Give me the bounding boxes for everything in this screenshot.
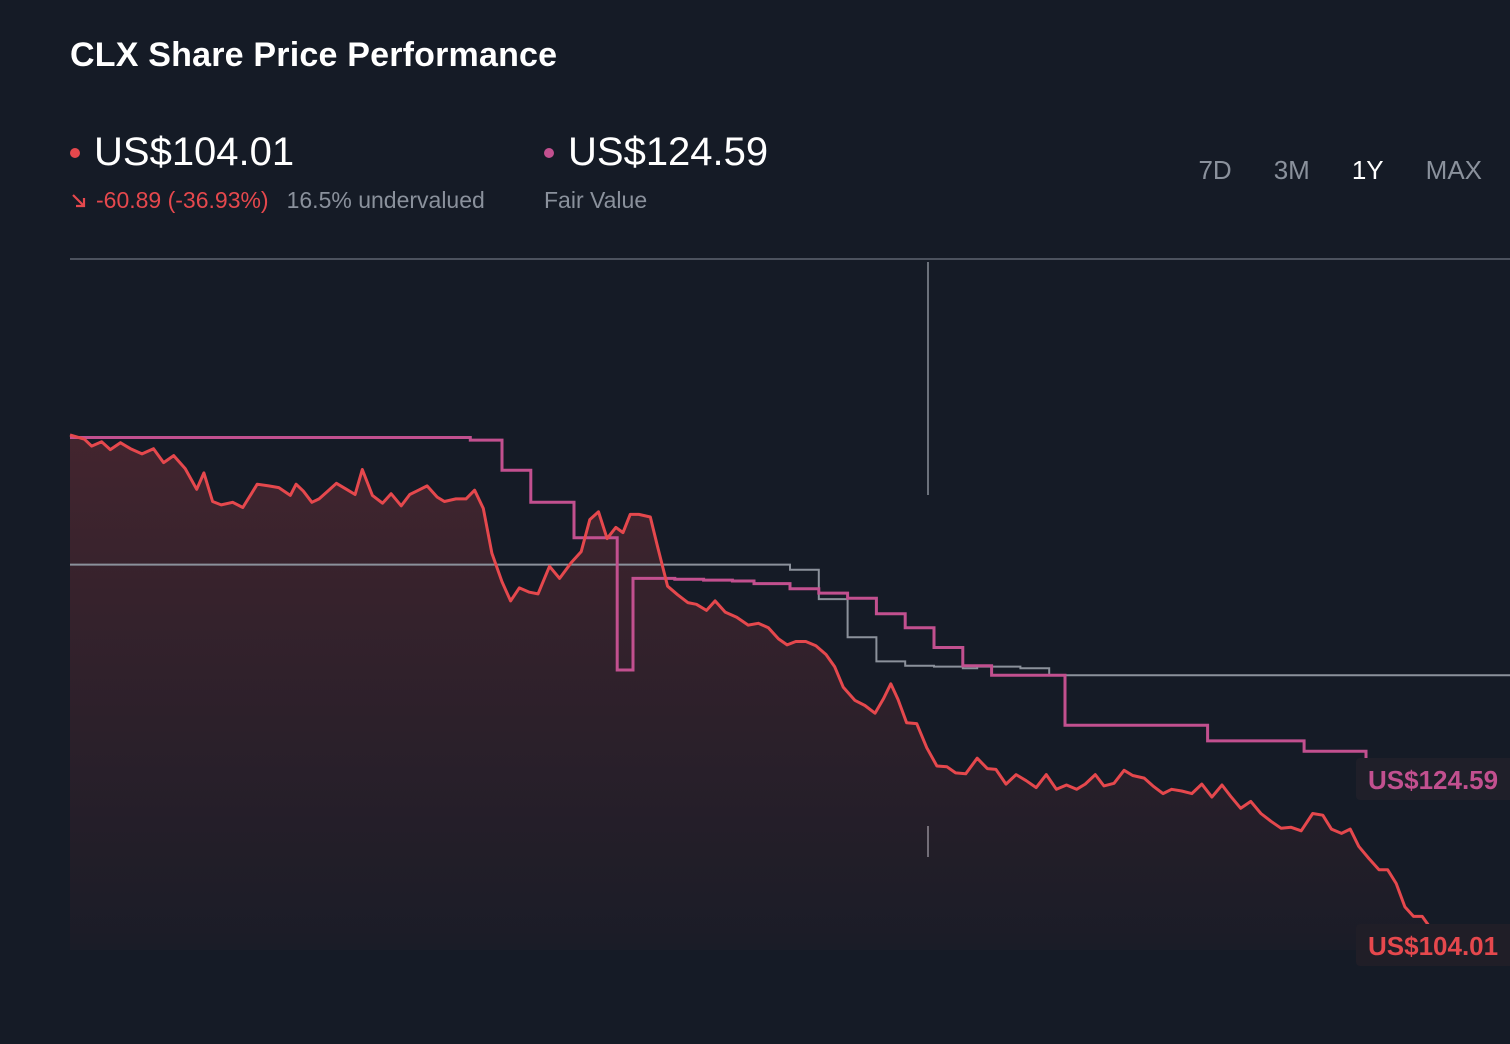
period-max[interactable]: MAX bbox=[1425, 155, 1482, 185]
current-price-block: US$104.01 -60.89 (-36.93%) 16.5% underva… bbox=[70, 130, 485, 214]
chart-title: CLX Share Price Performance bbox=[70, 36, 558, 74]
price-legend-dot bbox=[70, 147, 80, 158]
price-area-fill bbox=[70, 434, 1510, 963]
period-3m[interactable]: 3M bbox=[1273, 155, 1310, 185]
price-change: -60.89 (-36.93%) bbox=[70, 187, 269, 214]
period-7d[interactable]: 7D bbox=[1198, 155, 1232, 185]
fair-value-legend-dot bbox=[544, 147, 554, 158]
fair-value-label: Fair Value bbox=[544, 187, 648, 213]
price-end-label-text: US$104.01 bbox=[1368, 931, 1498, 961]
current-price-value: US$104.01 bbox=[94, 130, 295, 174]
down-right-arrow-icon bbox=[72, 193, 86, 207]
period-selector: 7D 3M 1Y MAX bbox=[1156, 155, 1482, 186]
fair-value-amount: US$124.59 bbox=[568, 130, 769, 174]
fair-value-end-label: US$124.59 bbox=[1356, 758, 1510, 800]
fair-value-series-line bbox=[70, 436, 1368, 785]
price-series-line bbox=[69, 433, 1510, 964]
period-1y[interactable]: 1Y bbox=[1351, 155, 1384, 185]
price-end-label: US$104.01 bbox=[1356, 924, 1510, 966]
fair-value-end-label-text: US$124.59 bbox=[1368, 765, 1498, 795]
price-change-text: -60.89 (-36.93%) bbox=[96, 187, 269, 213]
fair-value-block: US$124.59 Fair Value bbox=[544, 130, 768, 214]
valuation-text: 16.5% undervalued bbox=[286, 187, 485, 213]
